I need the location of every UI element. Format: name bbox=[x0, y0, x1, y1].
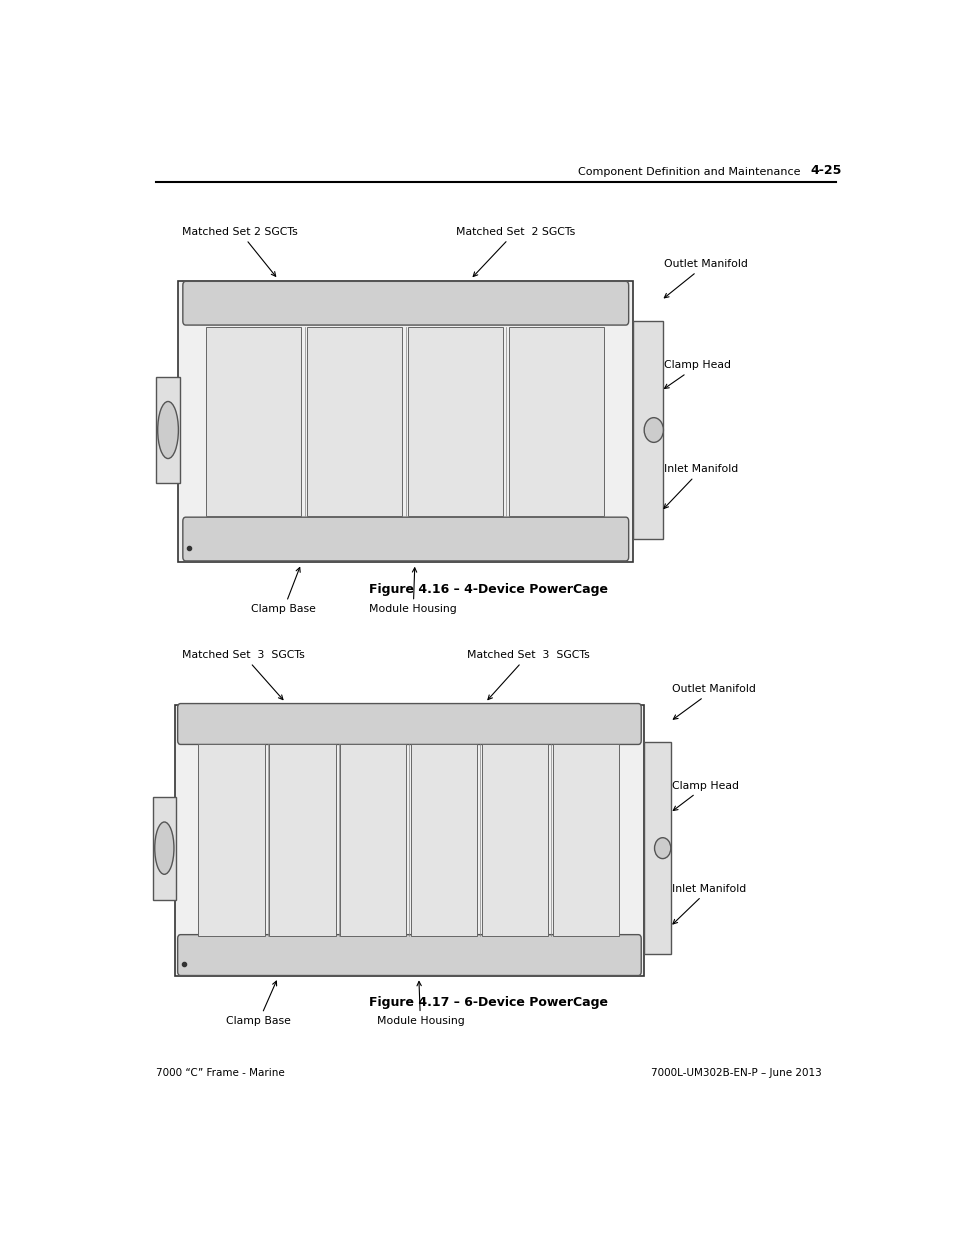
Bar bbox=[339, 745, 406, 936]
Bar bbox=[156, 377, 180, 483]
Text: Component Definition and Maintenance: Component Definition and Maintenance bbox=[577, 167, 800, 177]
Text: Clamp Head: Clamp Head bbox=[663, 361, 730, 389]
Text: Matched Set  3  SGCTs: Matched Set 3 SGCTs bbox=[182, 650, 305, 699]
Text: Figure 4.17 – 6-Device PowerCage: Figure 4.17 – 6-Device PowerCage bbox=[369, 997, 608, 1009]
Text: Clamp Head: Clamp Head bbox=[672, 781, 739, 810]
Text: Inlet Manifold: Inlet Manifold bbox=[663, 464, 738, 509]
Text: Clamp Base: Clamp Base bbox=[251, 568, 315, 614]
Bar bbox=[269, 745, 335, 936]
Bar bbox=[307, 327, 401, 516]
FancyBboxPatch shape bbox=[183, 517, 628, 561]
Text: Module Housing: Module Housing bbox=[376, 982, 464, 1026]
Bar bbox=[411, 745, 476, 936]
Bar bbox=[552, 745, 618, 936]
Bar bbox=[178, 282, 633, 562]
Bar bbox=[174, 704, 643, 976]
Text: Module Housing: Module Housing bbox=[369, 568, 456, 614]
Text: Matched Set 2 SGCTs: Matched Set 2 SGCTs bbox=[182, 227, 297, 277]
FancyBboxPatch shape bbox=[177, 935, 640, 976]
Bar bbox=[508, 327, 603, 516]
Text: Outlet Manifold: Outlet Manifold bbox=[672, 684, 756, 719]
Text: 4-25: 4-25 bbox=[810, 164, 841, 177]
Circle shape bbox=[643, 417, 662, 442]
Circle shape bbox=[654, 837, 670, 858]
FancyBboxPatch shape bbox=[177, 704, 640, 745]
Ellipse shape bbox=[157, 401, 178, 458]
Text: Outlet Manifold: Outlet Manifold bbox=[663, 259, 747, 298]
Text: Figure 4.16 – 4-Device PowerCage: Figure 4.16 – 4-Device PowerCage bbox=[369, 583, 608, 595]
Bar bbox=[198, 745, 265, 936]
Bar bbox=[481, 745, 548, 936]
Bar bbox=[643, 742, 670, 953]
Text: 7000 “C” Frame - Marine: 7000 “C” Frame - Marine bbox=[156, 1068, 285, 1078]
Text: Clamp Base: Clamp Base bbox=[226, 981, 291, 1026]
Text: Matched Set  3  SGCTs: Matched Set 3 SGCTs bbox=[466, 650, 589, 699]
Bar bbox=[633, 321, 662, 540]
Bar bbox=[206, 327, 301, 516]
Ellipse shape bbox=[154, 823, 173, 874]
Text: Inlet Manifold: Inlet Manifold bbox=[672, 884, 746, 924]
Bar bbox=[152, 797, 176, 899]
FancyBboxPatch shape bbox=[183, 282, 628, 325]
Text: Matched Set  2 SGCTs: Matched Set 2 SGCTs bbox=[456, 227, 575, 277]
Text: 7000L-UM302B-EN-P – June 2013: 7000L-UM302B-EN-P – June 2013 bbox=[650, 1068, 821, 1078]
Bar bbox=[408, 327, 502, 516]
